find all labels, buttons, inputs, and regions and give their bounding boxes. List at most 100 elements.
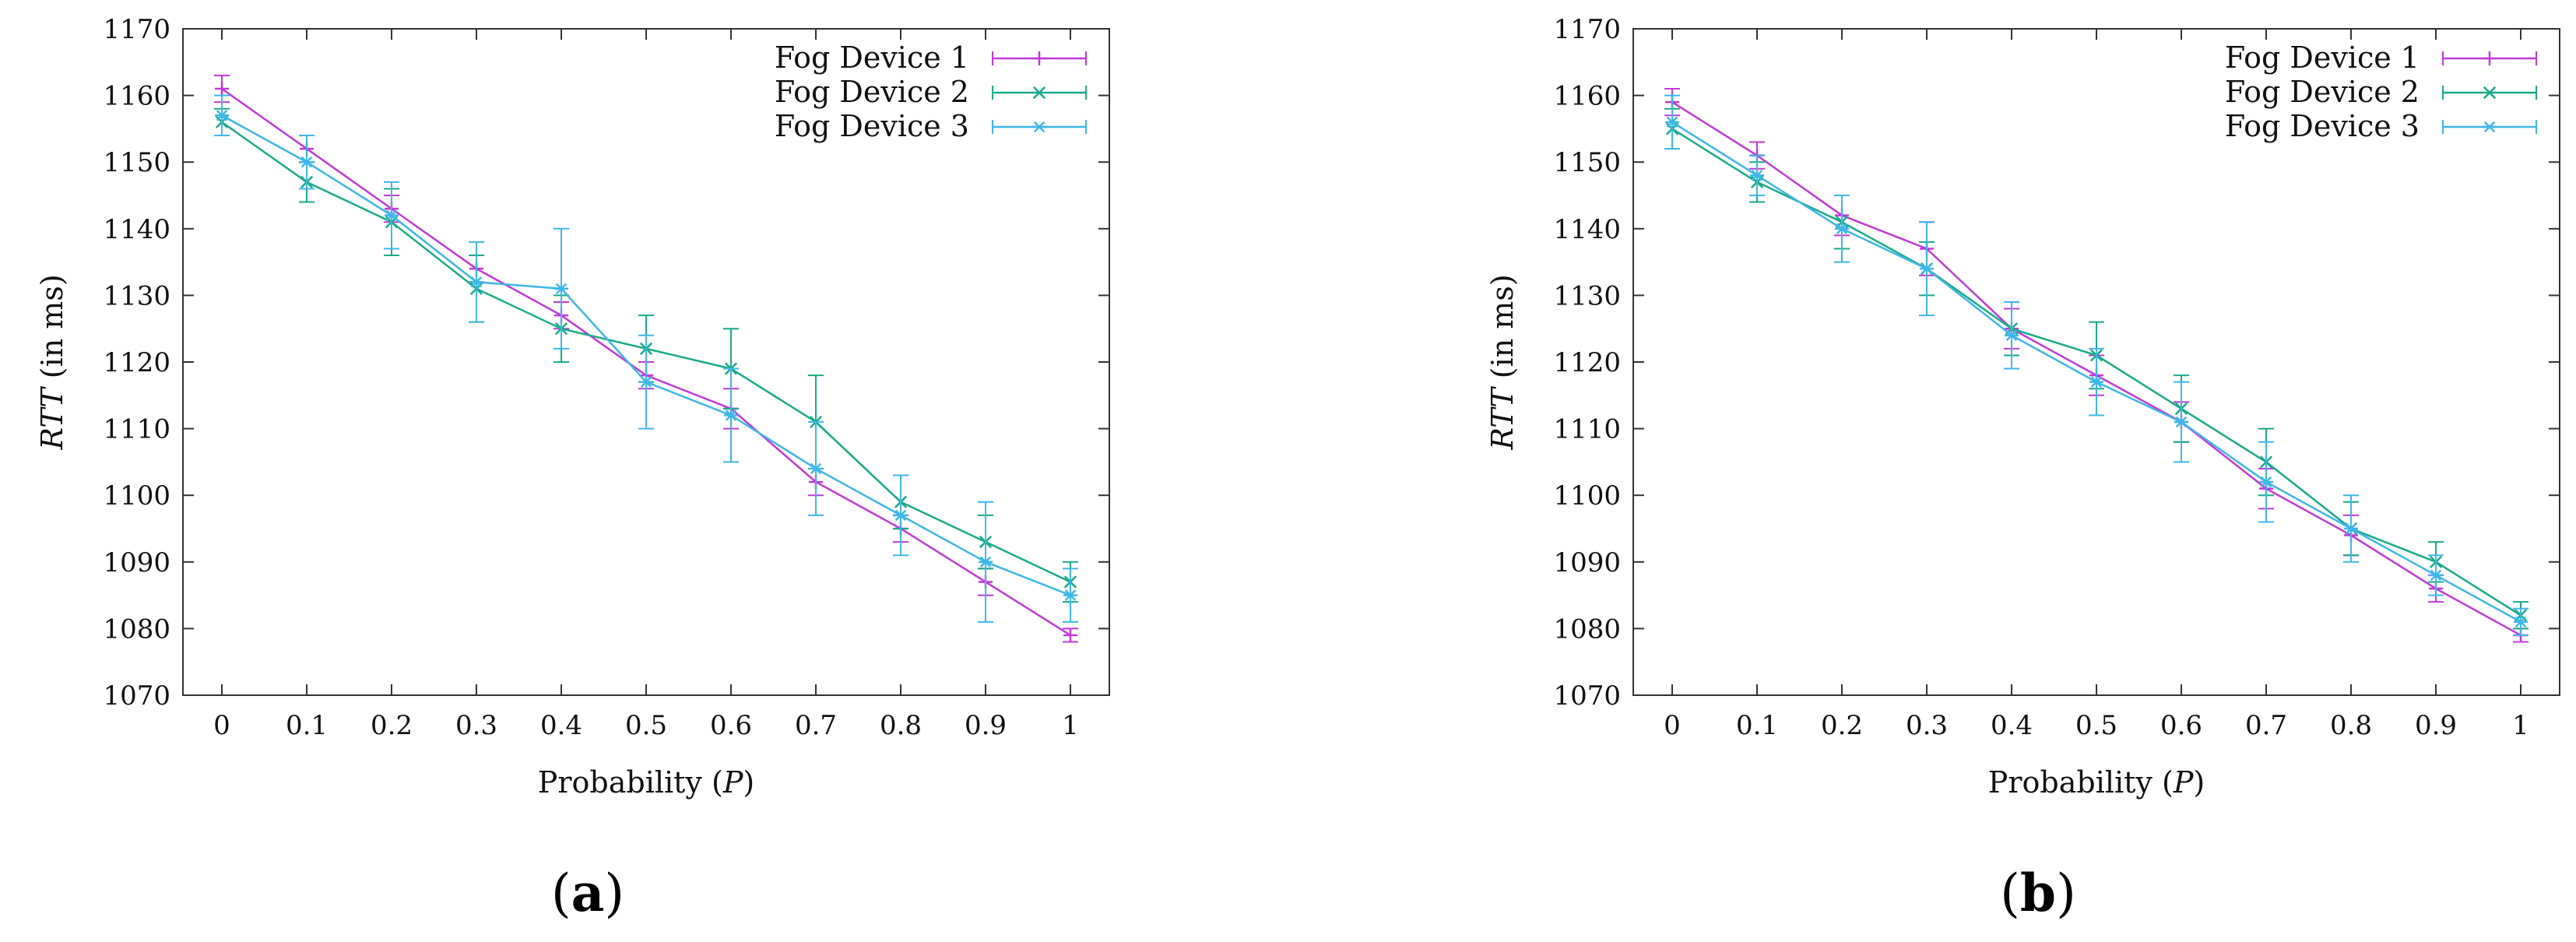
y-tick-label: 1090 [1553, 547, 1621, 578]
data-point [2345, 522, 2357, 535]
y-tick-label: 1080 [1553, 613, 1621, 645]
data-point [2175, 416, 2188, 428]
caption-open-paren: ( [2000, 863, 2020, 923]
legend-label: Fog Device 2 [2225, 75, 2420, 109]
data-point [1751, 170, 1763, 181]
x-tick-label: 0.4 [540, 710, 582, 741]
y-axis-label-italic: RTT [1485, 386, 1520, 451]
x-axis-label: Probability (P) [538, 765, 754, 800]
data-point [640, 376, 652, 388]
data-point [2430, 569, 2442, 582]
legend-label: Fog Device 2 [775, 75, 969, 109]
x-tick-label: 0.9 [2415, 710, 2457, 741]
x-tick-label: 0.9 [965, 710, 1007, 741]
data-point [2514, 616, 2527, 628]
caption-open-paren: ( [551, 863, 571, 923]
data-point [555, 283, 568, 295]
panel-caption: (b) [2000, 863, 2076, 923]
data-point [216, 110, 228, 121]
y-axis-label: RTT (in ms) [1485, 274, 1520, 450]
y-tick-label: 1140 [103, 214, 170, 245]
caption-letter: b [2020, 863, 2056, 923]
x-tick-label: 0.6 [710, 710, 752, 741]
data-point [1666, 116, 1678, 128]
y-tick-label: 1130 [1553, 280, 1621, 311]
chart-panel-a: 1070 1080 1090 1100 1110 1120 1130 1140 1150 1160… [35, 14, 1110, 923]
x-tick-label: 0.6 [2160, 710, 2202, 741]
legend-label: Fog Device 3 [775, 109, 969, 143]
x-tick-label: 0.1 [286, 710, 328, 741]
x-tick-label: 0.8 [2330, 710, 2372, 741]
y-tick-label: 1160 [1553, 81, 1621, 112]
data-point [300, 156, 313, 168]
caption-letter: a [571, 863, 605, 923]
x-tick-label: 0.2 [1821, 710, 1863, 741]
y-tick-label: 1150 [1553, 147, 1621, 178]
y-tick-label: 1100 [1553, 480, 1621, 511]
data-point [385, 209, 398, 221]
legend-marker [2483, 86, 2497, 100]
x-tick-label: 0.5 [2075, 710, 2117, 741]
caption-close-paren: ) [604, 863, 624, 923]
data-point [894, 509, 907, 522]
y-tick-label: 1170 [103, 14, 170, 45]
x-axis-label-italic: P [2173, 765, 2195, 800]
x-tick-label: 0.4 [1991, 710, 2033, 741]
x-tick-label: 1 [1062, 710, 1079, 741]
caption-close-paren: ) [2056, 863, 2076, 923]
legend-marker [1032, 86, 1046, 100]
x-tick-label: 0.3 [1906, 710, 1948, 741]
legend-label: Fog Device 1 [2225, 40, 2420, 75]
data-point [470, 276, 483, 288]
x-axis-label-italic: P [722, 765, 744, 800]
x-tick-label: 0 [1664, 710, 1681, 741]
legend-marker [1033, 121, 1046, 133]
chart-panel-b: 1070 1080 1090 1100 1110 1120 1130 1140 1150 1160… [1485, 14, 2560, 923]
legend-label: Fog Device 3 [2225, 109, 2420, 143]
x-tick-label: 0.3 [455, 710, 497, 741]
series-fog-device-3 [214, 94, 1078, 623]
y-axis-label: RTT (in ms) [35, 274, 69, 450]
x-axis-label-close: ) [743, 765, 754, 800]
panel-caption: (a) [551, 863, 624, 923]
data-point [979, 556, 992, 568]
y-tick-label: 1080 [103, 613, 170, 645]
data-point [725, 409, 737, 421]
y-axis-label-italic: RTT [35, 386, 69, 451]
x-tick-label: 0 [213, 710, 230, 741]
x-tick-label: 1 [2512, 710, 2529, 741]
y-axis-label-rest: (in ms) [35, 274, 69, 388]
y-tick-label: 1110 [1553, 414, 1621, 445]
y-tick-label: 1150 [103, 147, 170, 178]
x-axis-label-text: Probability ( [1988, 765, 2174, 800]
data-point [2260, 476, 2272, 488]
y-tick-label: 1140 [1553, 214, 1621, 245]
x-axis-label-close: ) [2193, 765, 2205, 800]
y-tick-label: 1160 [103, 81, 170, 112]
legend-marker [2483, 121, 2496, 133]
legend-label: Fog Device 1 [775, 40, 969, 75]
y-tick-label: 1120 [103, 347, 170, 378]
data-point [1921, 262, 1933, 275]
y-tick-label: 1090 [103, 547, 170, 578]
y-axis-label-rest: (in ms) [1485, 274, 1520, 388]
x-tick-label: 0.1 [1736, 710, 1778, 741]
y-tick-label: 1130 [103, 280, 170, 311]
data-point [2005, 329, 2018, 341]
data-point [1064, 589, 1077, 601]
x-tick-label: 0.5 [625, 710, 667, 741]
x-axis-label-text: Probability ( [538, 765, 723, 800]
y-tick-label: 1110 [103, 414, 170, 445]
y-tick-label: 1070 [103, 680, 170, 712]
series-fog-device-3 [1664, 94, 2529, 636]
y-tick-label: 1120 [1553, 347, 1621, 378]
data-point [810, 462, 822, 475]
y-tick-label: 1070 [1553, 680, 1621, 712]
x-axis-label: Probability (P) [1988, 765, 2205, 800]
x-tick-label: 0.2 [371, 710, 413, 741]
y-tick-label: 1100 [103, 480, 170, 511]
x-tick-label: 0.7 [2245, 710, 2287, 741]
